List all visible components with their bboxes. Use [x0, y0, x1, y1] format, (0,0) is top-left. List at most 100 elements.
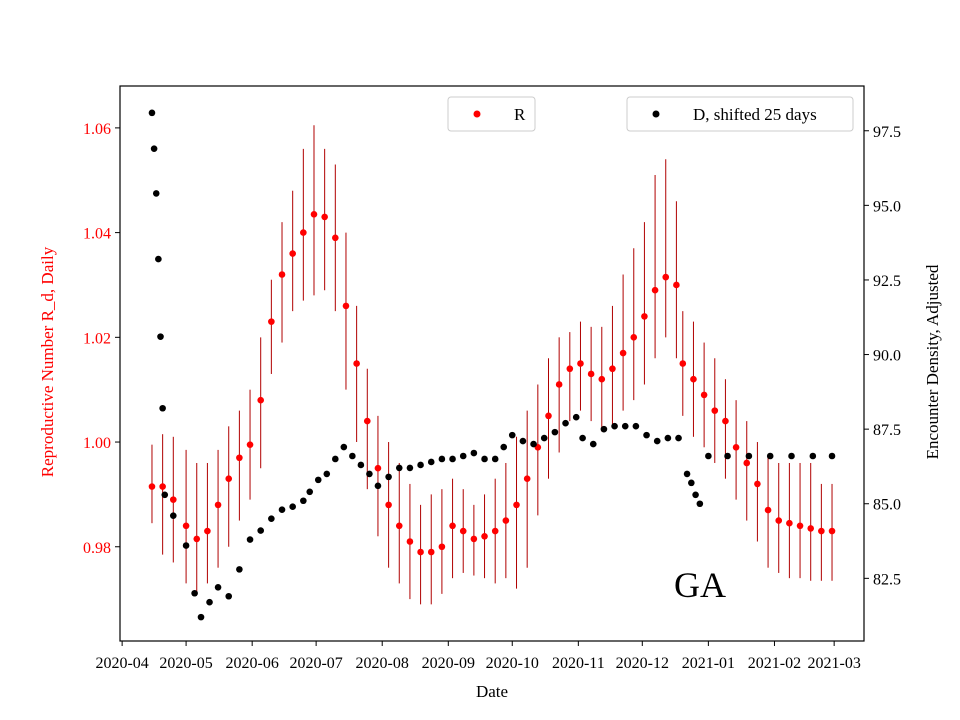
y-right-tick-label-0: 82.5	[873, 571, 901, 588]
r-point-55	[732, 443, 740, 451]
r-point-9	[246, 441, 254, 448]
x-tick-label-0: 2020-04	[95, 655, 148, 672]
plot-frame	[119, 85, 865, 642]
d-point-18	[278, 506, 286, 514]
r-point-57	[754, 480, 761, 488]
r-point-58	[764, 506, 772, 514]
state-label: GA	[674, 565, 726, 605]
legend-d-label: D, shifted 25 days	[693, 105, 817, 124]
r-point-38	[555, 381, 563, 388]
x-tick-label-8: 2020-12	[616, 655, 669, 672]
r-point-32	[491, 527, 499, 535]
r-point-0	[148, 483, 156, 490]
d-point-67	[788, 452, 795, 460]
r-point-5	[204, 527, 211, 535]
y-left-tick-label-3: 1.04	[83, 226, 111, 243]
r-point-62	[807, 525, 815, 532]
r-point-8	[236, 454, 243, 462]
d-point-30	[385, 473, 392, 481]
r-point-50	[679, 360, 687, 367]
x-tick-label-4: 2020-08	[356, 655, 409, 672]
d-point-4	[157, 333, 164, 340]
d-point-54	[632, 422, 640, 430]
y-right-tick-label-1: 85.0	[873, 497, 901, 514]
r-point-60	[786, 519, 793, 527]
y-left-tick-label-1: 1.00	[83, 435, 111, 452]
r-point-51	[690, 375, 697, 383]
r-point-24	[406, 538, 414, 545]
r-point-19	[353, 360, 360, 367]
d-point-9	[191, 589, 198, 597]
d-point-2	[152, 190, 160, 197]
d-point-56	[653, 437, 661, 445]
r-point-25	[417, 548, 424, 556]
d-point-14	[236, 566, 243, 573]
d-point-64	[724, 452, 731, 460]
d-point-42	[508, 431, 516, 439]
x-tick-label-2: 2020-06	[226, 655, 279, 672]
r-point-33	[502, 517, 510, 524]
d-point-52	[611, 422, 618, 430]
r-point-14	[300, 229, 307, 236]
legend-r-label: R	[514, 105, 526, 124]
d-point-19	[289, 503, 296, 511]
r-point-61	[796, 522, 804, 530]
y-right-tick-label-3: 90.0	[873, 348, 901, 365]
r-point-34	[513, 501, 520, 509]
d-point-68	[809, 452, 817, 460]
d-point-57	[664, 434, 672, 442]
r-point-46	[641, 313, 648, 320]
d-point-35	[438, 455, 446, 463]
d-point-7	[169, 512, 177, 519]
y-right-tick-label-6: 97.5	[873, 124, 901, 141]
r-point-16	[321, 213, 328, 221]
d-point-60	[688, 479, 695, 487]
d-point-43	[519, 437, 527, 445]
r-point-11	[268, 318, 275, 325]
y-left-tick-label-2: 1.02	[83, 330, 111, 347]
d-point-17	[268, 515, 275, 522]
legend-r-marker	[473, 110, 481, 118]
x-tick-label-9: 2021-01	[682, 655, 735, 672]
d-point-16	[257, 527, 264, 534]
d-point-31	[395, 464, 403, 472]
r-point-49	[673, 281, 680, 289]
d-point-11	[206, 598, 213, 606]
r-point-63	[818, 527, 825, 535]
d-point-47	[562, 419, 569, 427]
r-point-3	[182, 522, 190, 530]
legend-r: R	[447, 96, 536, 132]
d-point-58	[675, 434, 682, 442]
d-point-1	[150, 145, 158, 152]
r-point-41	[587, 370, 595, 378]
d-point-6	[161, 491, 169, 499]
d-point-12	[214, 583, 222, 591]
d-point-0	[148, 109, 156, 117]
x-tick-label-7: 2020-11	[552, 655, 605, 672]
d-point-24	[332, 455, 339, 463]
r-point-20	[363, 417, 371, 425]
y-axis-right: 82.5 85.0 87.5 90.0 92.5 95.0 97.5	[864, 124, 901, 588]
r-point-21	[374, 464, 382, 472]
r-point-31	[481, 532, 488, 540]
r-point-13	[289, 250, 296, 257]
d-series	[148, 109, 836, 621]
legend-d-marker	[652, 110, 660, 118]
r-point-43	[609, 365, 616, 373]
y-axis-left: 0.98 1.00 1.02 1.04 1.06	[83, 121, 120, 557]
r-point-12	[278, 271, 286, 278]
x-tick-label-3: 2020-07	[289, 655, 342, 672]
r-point-18	[342, 302, 350, 310]
r-point-1	[159, 483, 166, 490]
r-point-10	[257, 396, 264, 404]
r-point-28	[449, 522, 456, 530]
r-point-39	[566, 365, 574, 373]
d-point-48	[572, 413, 580, 421]
y-left-tick-label-0: 0.98	[83, 540, 111, 557]
d-point-55	[643, 431, 650, 439]
y-left-tick-label-4: 1.06	[83, 121, 111, 138]
d-point-51	[600, 425, 608, 433]
r-point-44	[619, 349, 627, 357]
r-point-7	[225, 475, 233, 482]
d-point-10	[197, 613, 205, 621]
